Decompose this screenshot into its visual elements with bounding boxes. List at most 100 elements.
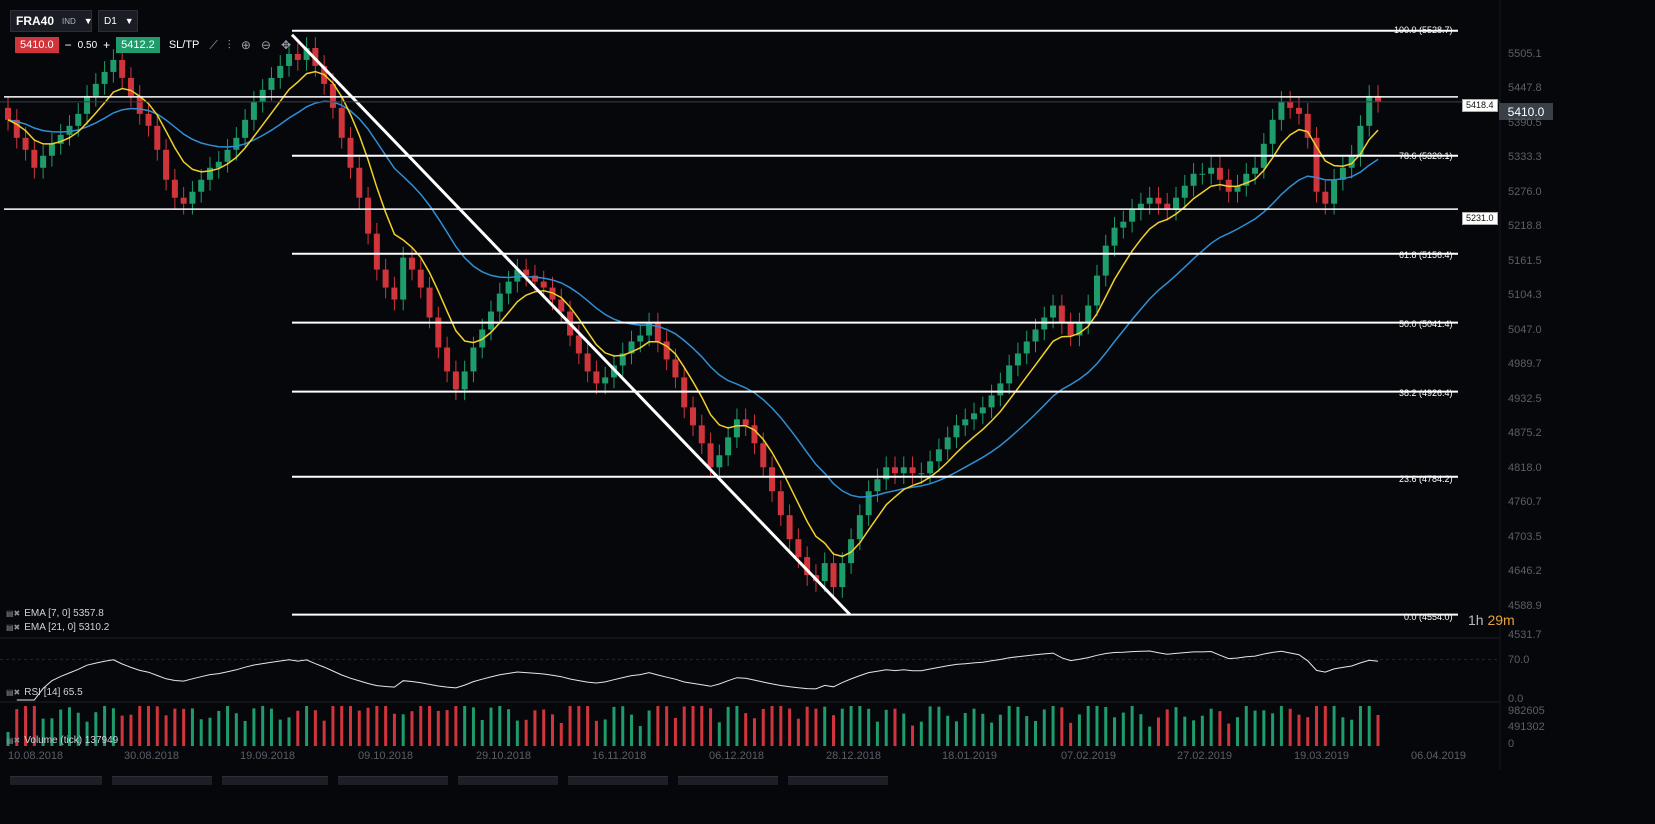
rsi-legend[interactable]: ▤✖ RSI [14] 65.5	[6, 687, 83, 698]
volume-bar	[217, 710, 221, 746]
candle-body	[391, 287, 398, 300]
zoom-in-icon[interactable]: ⊕	[240, 38, 251, 52]
volume-bar	[199, 719, 203, 746]
volume-bar	[147, 706, 151, 746]
volume-bar	[805, 706, 809, 746]
bottom-tab[interactable]	[10, 776, 102, 785]
bottom-tab[interactable]	[568, 776, 668, 785]
x-tick: 06.12.2018	[709, 750, 765, 762]
bottom-tab[interactable]	[222, 776, 328, 785]
candle-body	[1375, 95, 1381, 102]
ema7-legend[interactable]: ▤✖ EMA [7, 0] 5357.8	[6, 608, 104, 619]
volume-bar	[709, 708, 713, 746]
candle-body	[347, 137, 354, 168]
bottom-tab[interactable]	[458, 776, 558, 785]
candle-body	[1366, 95, 1373, 126]
candle-body	[558, 299, 565, 312]
move-icon[interactable]: ✥	[280, 38, 291, 52]
candle-body	[224, 149, 231, 162]
bottom-tab[interactable]	[338, 776, 448, 785]
symbol-selector[interactable]: FRA40 IND ▼	[10, 10, 93, 32]
volume-bar	[630, 714, 634, 746]
candle-body	[654, 323, 661, 342]
volume-bar	[357, 710, 361, 746]
sltp-button[interactable]: SL/TP	[168, 39, 200, 51]
candle-body	[154, 125, 161, 150]
candle-body	[733, 419, 740, 438]
decrease-button[interactable]: −	[64, 38, 72, 52]
settings-icon[interactable]: ▤✖	[6, 609, 21, 618]
indicators-icon[interactable]: ⫶	[227, 37, 231, 52]
candle-body	[180, 197, 187, 204]
volume-bar	[103, 706, 107, 746]
y-tick: 5505.1	[1508, 48, 1542, 60]
ema21-legend[interactable]: ▤✖ EMA [21, 0] 5310.2	[6, 622, 109, 633]
chevron-down-icon: ▼	[124, 16, 134, 26]
candle-body	[31, 149, 38, 168]
candle-body	[1190, 173, 1197, 186]
volume-bar	[700, 706, 704, 746]
candle-body	[1181, 185, 1188, 198]
candle-body	[1085, 305, 1092, 324]
volume-legend[interactable]: ▤✖ Volume (tick) 137949	[6, 735, 118, 746]
volume-bar	[454, 706, 458, 746]
volume-bar	[858, 706, 862, 746]
trend-line	[290, 33, 852, 616]
candle-body	[365, 197, 372, 234]
candle-body	[1076, 323, 1083, 336]
ema7-line	[7, 70, 1379, 558]
volume-bar	[155, 706, 159, 746]
bottom-tab[interactable]	[678, 776, 778, 785]
settings-icon[interactable]: ▤✖	[6, 736, 21, 745]
candle-body	[426, 287, 433, 318]
candle-body	[786, 515, 793, 540]
candle-body	[206, 167, 213, 180]
volume-bar	[498, 706, 502, 746]
candle-body	[900, 467, 907, 474]
ema21-line	[7, 100, 1379, 498]
volume-bar	[963, 712, 967, 746]
candle-body	[1287, 101, 1294, 108]
volume-bar	[1192, 720, 1196, 746]
volume-bar	[1051, 706, 1055, 746]
volume-bar	[586, 706, 590, 746]
bottom-tab[interactable]	[112, 776, 212, 785]
volume-bar	[41, 718, 45, 746]
candle-body	[1322, 191, 1329, 204]
bottom-tab[interactable]	[788, 776, 888, 785]
volume-bar	[349, 706, 352, 746]
volume-bar	[1235, 717, 1239, 746]
buy-button[interactable]: 5412.2	[116, 37, 160, 53]
increase-button[interactable]: +	[103, 38, 111, 52]
candle-body	[760, 443, 767, 468]
ema7-label: EMA [7, 0] 5357.8	[24, 608, 104, 619]
line-chart-icon[interactable]: ⟋	[209, 37, 218, 52]
volume-bar	[691, 706, 695, 746]
candle-body	[874, 479, 881, 492]
candle-body	[804, 557, 811, 576]
fib-label-618: 61.8 (5156.4)	[1399, 250, 1453, 260]
volume-bar	[164, 715, 168, 746]
timer-minutes: 29m	[1487, 612, 1515, 628]
volume-bar	[111, 708, 115, 746]
volume-bar	[182, 708, 186, 746]
settings-icon[interactable]: ▤✖	[6, 688, 21, 697]
volume-bar	[85, 721, 89, 746]
candle-body	[769, 467, 776, 492]
candle-body	[1313, 137, 1320, 192]
volume-bar	[550, 714, 554, 746]
sell-button[interactable]: 5410.0	[15, 37, 59, 53]
candle-body	[488, 311, 495, 330]
volume-bar	[981, 713, 985, 746]
x-tick: 07.02.2019	[1061, 750, 1117, 762]
candle-body	[944, 437, 951, 450]
volume-bar	[1069, 722, 1073, 746]
y-tick: 4588.9	[1508, 600, 1542, 612]
candle-body	[1050, 305, 1057, 318]
x-tick: 09.10.2018	[358, 750, 414, 762]
zoom-out-icon[interactable]: ⊖	[260, 38, 271, 52]
timeframe-selector[interactable]: D1 ▼	[98, 10, 138, 32]
settings-icon[interactable]: ▤✖	[6, 623, 21, 632]
candle-body	[435, 317, 442, 348]
